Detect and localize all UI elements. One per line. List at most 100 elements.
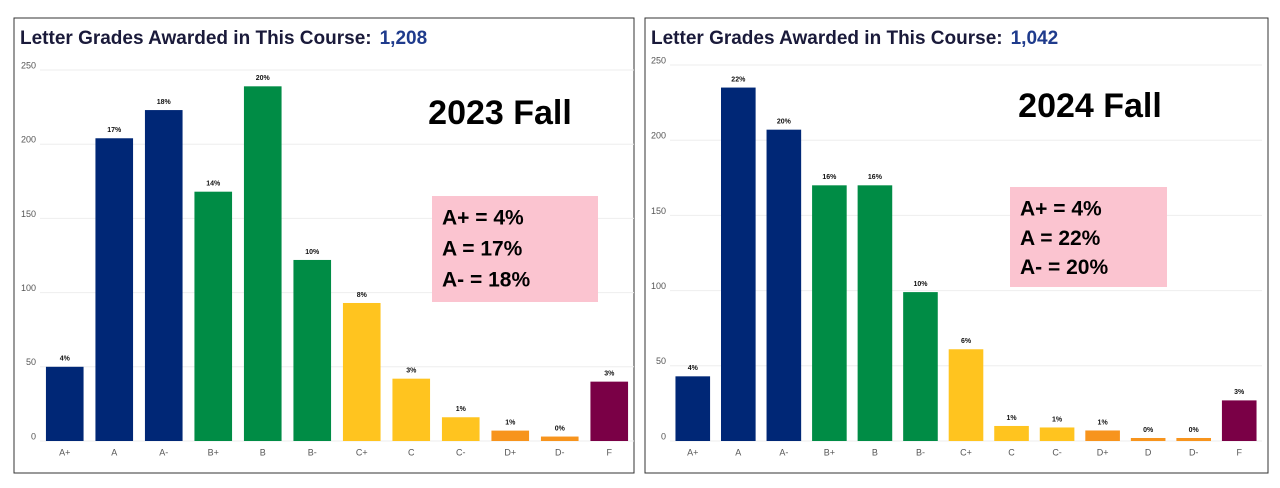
value-label: 17%: [107, 127, 122, 134]
bar: [1130, 437, 1166, 441]
x-tick-label: B-: [308, 447, 317, 457]
y-tick-label: 200: [21, 135, 36, 145]
chart-title: Letter Grades Awarded in This Course: 1,0…: [651, 28, 1058, 49]
value-label: 6%: [961, 338, 972, 345]
value-label: 0%: [1189, 427, 1200, 434]
x-tick-label: D-: [555, 447, 565, 457]
x-tick-label: D+: [504, 447, 516, 457]
value-label: 3%: [1234, 389, 1245, 396]
bar: [994, 425, 1029, 441]
y-tick-label: 100: [651, 281, 666, 291]
bar: [766, 129, 802, 441]
y-tick-label: 200: [651, 131, 666, 141]
bar: [721, 87, 756, 441]
chart-title: Letter Grades Awarded in This Course: 1,2…: [20, 28, 427, 49]
chart-panel: Letter Grades Awarded in This Course: 1,0…: [644, 17, 1269, 474]
x-tick-label: C+: [356, 447, 368, 457]
title-text: Letter Grades Awarded in This Course:: [20, 28, 372, 49]
value-label: 1%: [1098, 419, 1109, 426]
bar: [1176, 437, 1211, 441]
bar: [1221, 400, 1257, 441]
note-line: A- = 20%: [1020, 256, 1108, 279]
x-tick-label: F: [1236, 447, 1242, 457]
bar: [342, 302, 381, 441]
y-tick-label: 150: [21, 209, 36, 219]
value-label: 10%: [913, 281, 928, 288]
bar: [392, 378, 431, 441]
x-tick-label: C: [408, 447, 415, 457]
note-box: [1010, 187, 1167, 287]
x-tick-label: D-: [1189, 447, 1199, 457]
bar: [857, 185, 893, 441]
value-label: 16%: [868, 174, 883, 181]
value-label: 1%: [1006, 415, 1017, 422]
y-tick-label: 250: [21, 60, 36, 70]
bar: [812, 185, 847, 441]
annotation: 2023 Fall: [428, 94, 572, 132]
x-tick-label: C-: [1052, 447, 1062, 457]
x-tick-label: B: [260, 447, 266, 457]
x-tick-label: A+: [687, 447, 698, 457]
chart-panel: Letter Grades Awarded in This Course: 1,2…: [13, 17, 635, 474]
value-label: 1%: [1052, 416, 1063, 423]
x-tick-label: A: [111, 447, 117, 457]
value-label: 22%: [731, 76, 746, 83]
value-label: 20%: [777, 119, 792, 126]
x-tick-label: B+: [208, 447, 219, 457]
bar: [1085, 430, 1120, 441]
y-tick-label: 0: [661, 431, 666, 441]
annotation: 2024 Fall: [1018, 87, 1162, 125]
note-box: [432, 196, 598, 302]
x-tick-label: C: [1008, 447, 1015, 457]
note-line: A = 22%: [1020, 227, 1101, 250]
bar: [491, 430, 530, 441]
note-line: A- = 18%: [442, 269, 530, 292]
x-tick-label: C-: [456, 447, 466, 457]
bar: [194, 191, 233, 441]
x-tick-label: A-: [779, 447, 788, 457]
bar: [903, 292, 938, 441]
bar: [243, 86, 282, 441]
bar: [590, 381, 629, 441]
y-tick-label: 150: [651, 206, 666, 216]
value-label: 18%: [157, 99, 172, 106]
value-label: 1%: [505, 419, 516, 426]
bar: [95, 138, 134, 441]
note-line: A+ = 4%: [442, 207, 524, 230]
value-label: 4%: [688, 365, 699, 372]
value-label: 14%: [206, 181, 221, 188]
bar: [144, 110, 183, 442]
bar: [540, 436, 579, 441]
x-tick-label: D: [1145, 447, 1152, 457]
bar: [441, 417, 480, 441]
value-label: 16%: [822, 174, 837, 181]
value-label: 8%: [357, 292, 368, 299]
y-tick-label: 0: [31, 431, 36, 441]
bar: [45, 366, 84, 441]
x-tick-label: F: [607, 447, 613, 457]
x-tick-label: D+: [1097, 447, 1109, 457]
value-label: 10%: [305, 249, 320, 256]
title-total: 1,042: [1011, 28, 1059, 49]
y-tick-label: 250: [651, 55, 666, 65]
y-tick-label: 100: [21, 283, 36, 293]
x-tick-label: B+: [824, 447, 835, 457]
title-total: 1,208: [380, 28, 428, 49]
note-line: A+ = 4%: [1020, 198, 1102, 221]
bar: [675, 376, 711, 441]
value-label: 1%: [456, 406, 467, 413]
value-label: 20%: [256, 75, 271, 82]
x-tick-label: B-: [916, 447, 925, 457]
note-line: A = 17%: [442, 238, 523, 261]
value-label: 3%: [604, 370, 615, 377]
bar: [1039, 427, 1075, 441]
y-tick-label: 50: [26, 357, 36, 367]
value-label: 3%: [406, 368, 417, 375]
x-tick-label: B: [872, 447, 878, 457]
bar: [948, 349, 984, 441]
value-label: 4%: [60, 356, 71, 363]
x-tick-label: A-: [159, 447, 168, 457]
value-label: 0%: [1143, 427, 1154, 434]
title-text: Letter Grades Awarded in This Course:: [651, 28, 1003, 49]
